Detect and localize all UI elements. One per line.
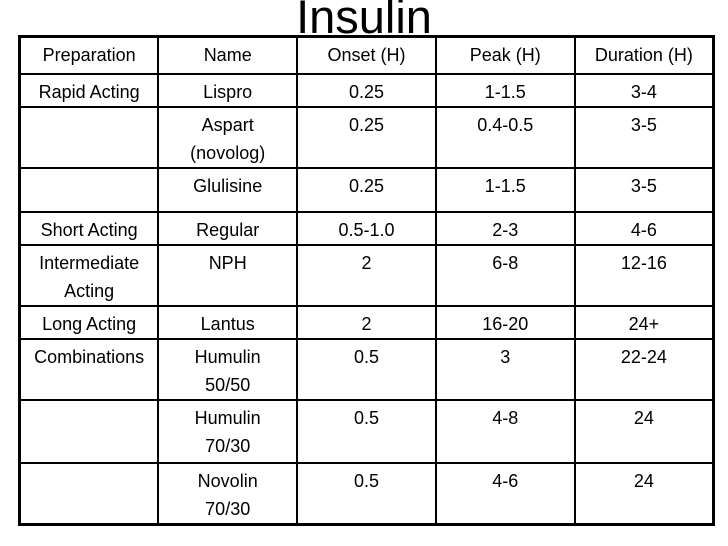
table-row-glulisine: Glulisine 0.25 1-1.5 3-5 — [18, 166, 715, 213]
cell-duration: 4-6 — [573, 210, 715, 246]
insulin-table: Preparation Name Onset (H) Peak (H) Dura… — [18, 35, 715, 526]
cell-onset: 0.5 — [296, 398, 437, 464]
table-header-row: Preparation Name Onset (H) Peak (H) Dura… — [18, 35, 715, 75]
cell-duration: 22-24 — [573, 337, 715, 401]
cell-onset: 0.5 — [296, 337, 437, 401]
cell-peak: 1-1.5 — [434, 72, 576, 108]
cell-name: Humulin 50/50 — [157, 337, 299, 401]
table-row-humulin-7030: Humulin 70/30 0.5 4-8 24 — [18, 398, 715, 464]
cell-preparation: Long Acting — [18, 304, 160, 340]
cell-peak: 6-8 — [434, 243, 576, 307]
cell-onset: 0.5 — [296, 461, 437, 526]
cell-peak: 16-20 — [434, 304, 576, 340]
cell-peak: 2-3 — [434, 210, 576, 246]
cell-onset: 2 — [296, 304, 437, 340]
cell-name: Humulin 70/30 — [157, 398, 299, 464]
table-row-regular: Short Acting Regular 0.5-1.0 2-3 4-6 — [18, 210, 715, 246]
cell-name: NPH — [157, 243, 299, 307]
cell-peak: 4-8 — [434, 398, 576, 464]
cell-peak: 1-1.5 — [434, 166, 576, 213]
cell-preparation: Combinations — [18, 337, 160, 401]
cell-peak: 4-6 — [434, 461, 576, 526]
table-row-aspart: Aspart (novolog) 0.25 0.4-0.5 3-5 — [18, 105, 715, 169]
cell-name: Lispro — [157, 72, 299, 108]
slide-title: Insulin — [296, 0, 432, 43]
cell-peak: 0.4-0.5 — [434, 105, 576, 169]
column-header-peak: Peak (H) — [434, 35, 576, 75]
table-row-novolin-7030: Novolin 70/30 0.5 4-6 24 — [18, 461, 715, 526]
cell-duration: 24 — [573, 398, 715, 464]
table-row-nph: Intermediate Acting NPH 2 6-8 12-16 — [18, 243, 715, 307]
cell-onset: 0.25 — [296, 166, 437, 213]
cell-preparation: Short Acting — [18, 210, 160, 246]
cell-duration: 3-5 — [573, 166, 715, 213]
column-header-preparation: Preparation — [18, 35, 160, 75]
table-row-humulin-5050: Combinations Humulin 50/50 0.5 3 22-24 — [18, 337, 715, 401]
cell-onset: 0.25 — [296, 105, 437, 169]
cell-duration: 3-5 — [573, 105, 715, 169]
cell-preparation — [18, 166, 160, 213]
cell-name: Regular — [157, 210, 299, 246]
cell-onset: 2 — [296, 243, 437, 307]
table-row-lispro: Rapid Acting Lispro 0.25 1-1.5 3-4 — [18, 72, 715, 108]
column-header-duration: Duration (H) — [573, 35, 715, 75]
cell-preparation — [18, 398, 160, 464]
cell-name: Glulisine — [157, 166, 299, 213]
cell-duration: 12-16 — [573, 243, 715, 307]
cell-name: Lantus — [157, 304, 299, 340]
cell-preparation: Intermediate Acting — [18, 243, 160, 307]
cell-name: Aspart (novolog) — [157, 105, 299, 169]
cell-onset: 0.25 — [296, 72, 437, 108]
cell-name: Novolin 70/30 — [157, 461, 299, 526]
cell-duration: 24 — [573, 461, 715, 526]
table-row-lantus: Long Acting Lantus 2 16-20 24+ — [18, 304, 715, 340]
cell-onset: 0.5-1.0 — [296, 210, 437, 246]
column-header-onset: Onset (H) — [296, 35, 437, 75]
cell-preparation — [18, 105, 160, 169]
cell-preparation: Rapid Acting — [18, 72, 160, 108]
column-header-name: Name — [157, 35, 299, 75]
cell-duration: 3-4 — [573, 72, 715, 108]
cell-duration: 24+ — [573, 304, 715, 340]
cell-preparation — [18, 461, 160, 526]
cell-peak: 3 — [434, 337, 576, 401]
